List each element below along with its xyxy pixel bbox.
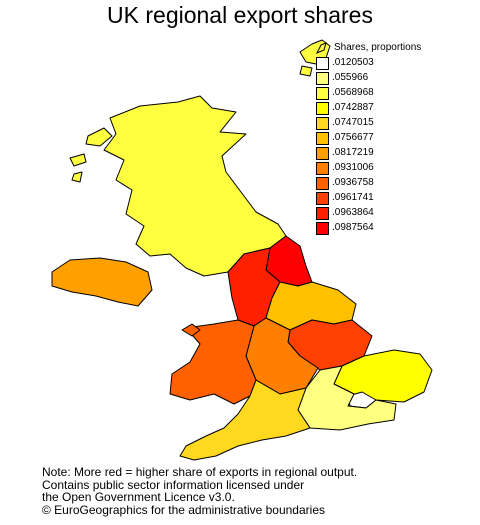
region-scotland-hebrides-1[interactable]: [85, 127, 113, 147]
legend-swatch: [316, 72, 329, 85]
region-wales-anglesey[interactable]: [181, 323, 201, 337]
legend-swatch: [316, 177, 329, 190]
region-scotland-hebrides-2[interactable]: [69, 153, 87, 167]
region-northern-ireland[interactable]: [51, 257, 153, 307]
legend-swatch: [316, 222, 329, 235]
legend-label: .0742887: [332, 102, 374, 113]
footnote-line: Contains public sector information licen…: [42, 477, 305, 492]
legend-swatch: [316, 162, 329, 175]
legend-item: .0747015: [314, 116, 464, 130]
footnote-line: the Open Government Licence v3.0.: [42, 490, 235, 504]
region-scotland-orkney[interactable]: [299, 65, 313, 77]
legend-item: .0756677: [314, 131, 464, 145]
legend-swatch: [316, 57, 329, 70]
legend-swatch: [316, 117, 329, 130]
region-scotland[interactable]: [103, 95, 287, 277]
legend-swatch: [316, 147, 329, 160]
legend-swatch: [316, 132, 329, 145]
legend-item: .0961741: [314, 191, 464, 205]
region-south-west[interactable]: [179, 379, 311, 461]
legend-label: .055966: [332, 72, 369, 83]
region-scotland-hebrides-3[interactable]: [71, 171, 83, 183]
legend-label: .0120503: [332, 57, 374, 68]
footnote-line: © EuroGeographics for the administrative…: [42, 502, 325, 517]
legend-item: .0987564: [314, 221, 464, 235]
legend-swatch: [316, 192, 329, 205]
map-title: UK regional export shares: [107, 2, 373, 28]
legend-item: .0936758: [314, 176, 464, 190]
legend-label: .0931006: [332, 162, 374, 173]
legend-item: .0931006: [314, 161, 464, 175]
legend-label: .0747015: [332, 117, 374, 128]
legend-swatch: [316, 87, 329, 100]
legend-swatch: [316, 102, 329, 115]
region-south-east[interactable]: [297, 365, 397, 431]
legend-item: .055966: [314, 71, 464, 85]
region-wales[interactable]: [169, 319, 257, 405]
legend-label: .0936758: [332, 177, 374, 188]
legend-item: .0742887: [314, 101, 464, 115]
map-footnote: Note: More red = higher share of exports…: [42, 466, 357, 516]
legend-title: Shares, proportions: [334, 42, 422, 53]
legend-item: .0568968: [314, 86, 464, 100]
legend-label: .0568968: [332, 87, 374, 98]
legend-swatch: [316, 207, 329, 220]
legend-label: .0817219: [332, 147, 374, 158]
legend-item: .0963864: [314, 206, 464, 220]
legend-label: .0961741: [332, 192, 374, 203]
legend-header-icon: [315, 42, 327, 54]
legend-label: .0963864: [332, 207, 374, 218]
legend-label: .0987564: [332, 222, 374, 233]
legend-label: .0756677: [332, 132, 374, 143]
legend-item: .0120503: [314, 56, 464, 70]
footnote-line: Note: More red = higher share of exports…: [42, 465, 358, 479]
legend-item: .0817219: [314, 146, 464, 160]
